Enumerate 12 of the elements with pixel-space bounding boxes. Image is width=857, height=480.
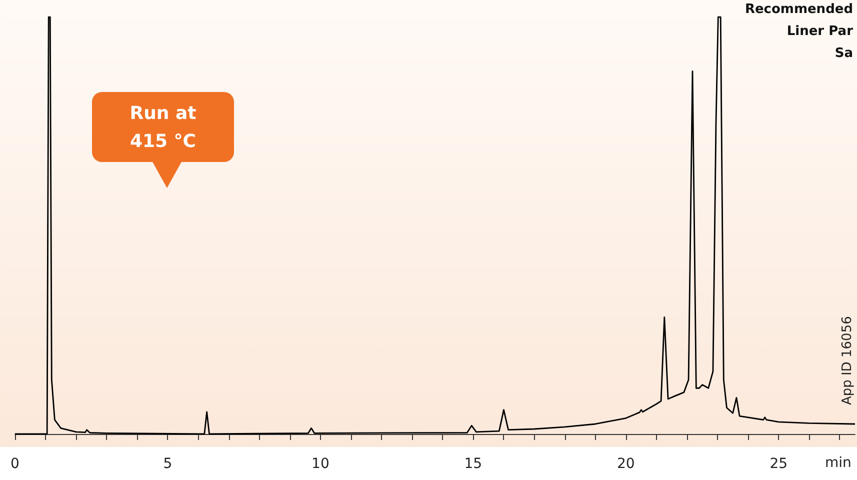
annotation: Run at 415 °C	[128, 102, 198, 154]
x-tick-label: 15	[464, 456, 482, 472]
annotation: App ID 16056	[840, 316, 855, 405]
x-tick-label: 5	[163, 456, 172, 472]
x-tick-label: 10	[312, 456, 330, 472]
x-axis-title: min	[825, 455, 852, 471]
x-tick-label: 0	[10, 456, 20, 472]
annotation: Liner Par	[786, 24, 853, 40]
annotation: Recommended	[744, 2, 853, 18]
x-tick-label: 25	[770, 456, 788, 472]
annotation: Sa	[834, 46, 853, 62]
x-tick-label: 20	[616, 456, 635, 472]
